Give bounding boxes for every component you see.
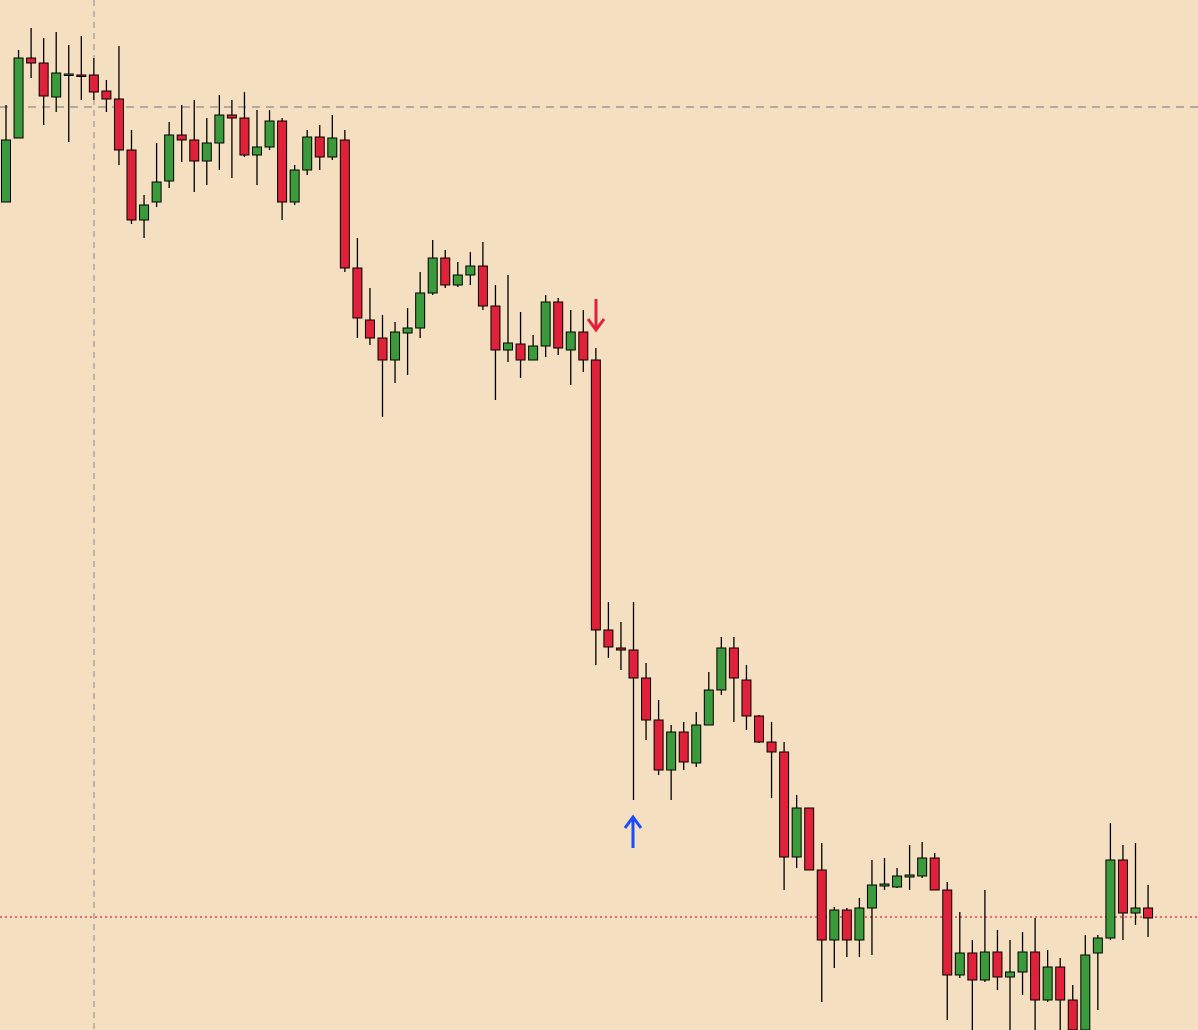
candle-body bbox=[1005, 971, 1015, 978]
candle-body bbox=[377, 337, 388, 361]
candle-body bbox=[892, 875, 903, 888]
candle-body bbox=[1067, 999, 1078, 1030]
candle-body bbox=[151, 181, 162, 203]
candle-body bbox=[327, 137, 338, 158]
candle-body bbox=[465, 265, 476, 276]
candle-body bbox=[653, 719, 664, 771]
candle-body bbox=[678, 731, 689, 763]
candle-body bbox=[239, 117, 250, 156]
candle-body bbox=[791, 807, 802, 858]
candle-body bbox=[703, 689, 714, 726]
candle-body bbox=[101, 90, 112, 100]
candle-body bbox=[879, 883, 890, 887]
candle-body bbox=[515, 343, 526, 361]
candle-body bbox=[1130, 907, 1141, 914]
candle-body bbox=[176, 134, 187, 141]
candle-body bbox=[302, 136, 313, 171]
sell-signal-arrow bbox=[586, 299, 606, 333]
buy-signal-arrow bbox=[623, 814, 643, 848]
candle-body bbox=[967, 952, 978, 981]
candle-body bbox=[339, 139, 350, 269]
candle-body bbox=[126, 149, 137, 221]
candle-body bbox=[51, 72, 62, 98]
candle-body bbox=[88, 74, 99, 93]
candle-body bbox=[277, 120, 288, 203]
candle-body bbox=[603, 629, 614, 648]
candle-body bbox=[741, 679, 752, 717]
candle-body bbox=[1030, 951, 1041, 1001]
candle-body bbox=[590, 359, 601, 631]
candle-body bbox=[189, 139, 200, 162]
candle-body bbox=[628, 649, 639, 679]
candle-body bbox=[540, 301, 551, 347]
candle-body bbox=[615, 647, 626, 651]
candle-body bbox=[641, 677, 652, 721]
candle-body bbox=[816, 869, 827, 941]
candle-body bbox=[954, 952, 965, 976]
candle-body bbox=[1017, 951, 1028, 973]
candle-body bbox=[490, 305, 501, 351]
candle-body bbox=[691, 724, 702, 764]
candle-body bbox=[76, 74, 87, 77]
candle-body bbox=[1105, 859, 1116, 939]
candle-body bbox=[364, 319, 375, 339]
candle-body bbox=[804, 807, 815, 871]
candle-body bbox=[289, 169, 300, 203]
candle-body bbox=[929, 857, 940, 891]
candle-body bbox=[1143, 907, 1154, 919]
candle-body bbox=[252, 146, 262, 156]
candle-body bbox=[666, 731, 677, 771]
candle-body bbox=[917, 857, 928, 877]
candle-body bbox=[716, 647, 727, 691]
candle-body bbox=[477, 265, 488, 307]
candle-body bbox=[779, 751, 790, 858]
candle-body bbox=[854, 907, 865, 941]
candle-body bbox=[1, 139, 11, 203]
candle-body bbox=[214, 114, 225, 144]
candle-body bbox=[452, 274, 463, 286]
candle-body bbox=[314, 136, 325, 158]
candle-body bbox=[226, 114, 237, 119]
candle-body bbox=[528, 345, 539, 361]
candle-body bbox=[201, 142, 212, 162]
candle-body bbox=[38, 62, 49, 97]
candle-body bbox=[352, 267, 363, 319]
candle-body bbox=[866, 884, 877, 909]
candle-body bbox=[427, 257, 438, 294]
candle-body bbox=[1092, 937, 1103, 954]
candle-body bbox=[565, 331, 576, 351]
candle-body bbox=[13, 57, 24, 139]
candle-body bbox=[402, 327, 413, 334]
candle-body bbox=[264, 120, 275, 148]
candle-body bbox=[415, 292, 426, 329]
candle-body bbox=[904, 874, 915, 878]
candle-body bbox=[754, 715, 764, 743]
candle-body bbox=[578, 331, 589, 361]
candle-body bbox=[829, 909, 840, 941]
candle-body bbox=[440, 257, 451, 286]
candle-body bbox=[766, 741, 777, 753]
candle-body bbox=[139, 204, 150, 221]
candle-body bbox=[503, 342, 513, 351]
candle-body bbox=[63, 73, 74, 76]
candle-body bbox=[26, 57, 37, 64]
candle-body bbox=[992, 951, 1003, 978]
candle-body bbox=[390, 331, 401, 361]
candle-body bbox=[113, 98, 124, 151]
candle-body bbox=[841, 909, 852, 941]
candle-body bbox=[979, 951, 990, 981]
candle-body bbox=[553, 301, 564, 349]
candle-body bbox=[728, 647, 739, 679]
candle-body bbox=[1055, 966, 1066, 1001]
candle-body bbox=[164, 134, 175, 182]
candle-body bbox=[1042, 966, 1053, 1001]
candle-body bbox=[942, 889, 953, 976]
candle-body bbox=[1080, 954, 1091, 1030]
candle-body bbox=[1117, 859, 1128, 914]
